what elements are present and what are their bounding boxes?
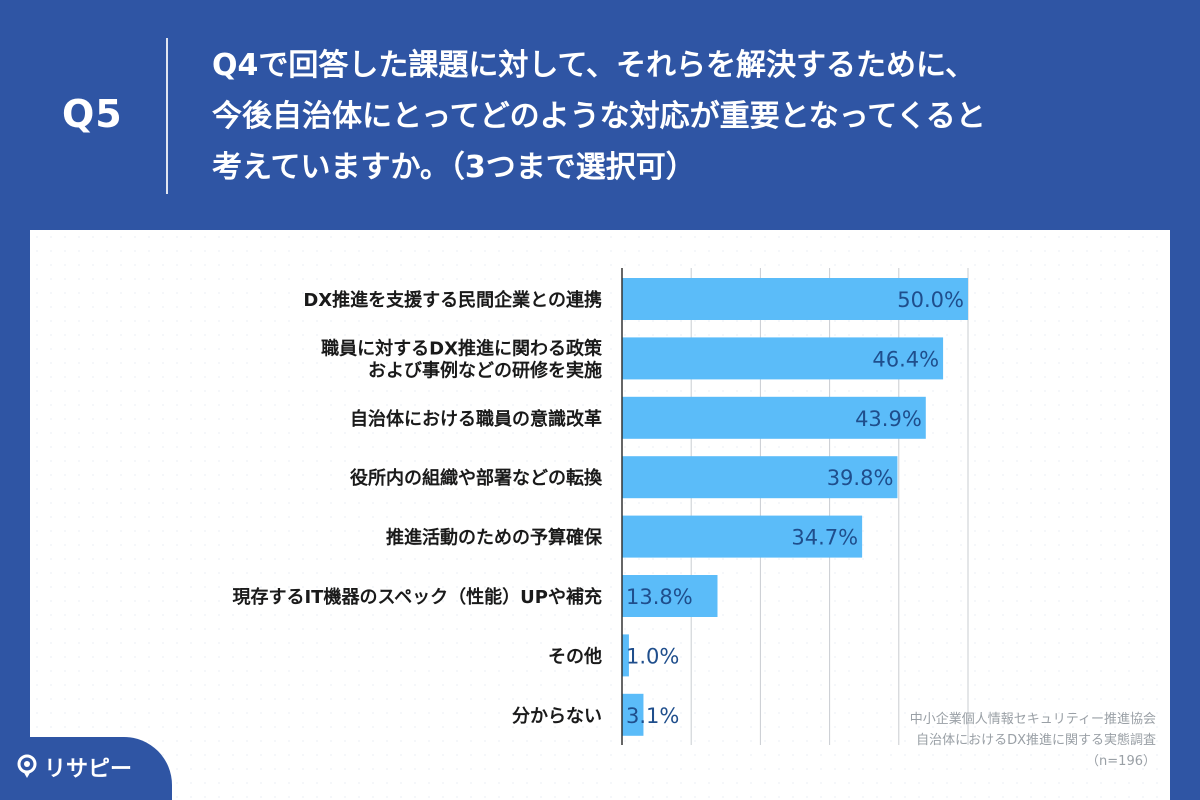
category-label: 自治体における職員の意識改革 [350, 408, 602, 430]
bar [622, 396, 926, 439]
question-line: 今後自治体にとってどのような対応が重要となってくると [212, 99, 986, 134]
bar [622, 693, 644, 736]
header-divider [166, 38, 168, 194]
bar [622, 634, 629, 677]
data-label: 43.9% [855, 407, 922, 431]
question-header: Q5 Q4で回答した課題に対して、それらを解決するために、 今後自治体にとってど… [0, 0, 1200, 230]
question-text: Q4で回答した課題に対して、それらを解決するために、 今後自治体にとってどのよう… [212, 40, 1172, 193]
panel-dot-pattern [30, 230, 1170, 800]
data-label: 34.7% [791, 526, 858, 550]
source-line: （n=196） [1086, 754, 1156, 769]
chart-panel [30, 230, 1170, 800]
brand-badge: リサピー [0, 737, 172, 800]
source-line: 中小企業個人情報セキュリティー推進協会 [909, 712, 1156, 727]
pin-icon [17, 754, 37, 778]
source-line: 自治体におけるDX推進に関する実態調査 [916, 733, 1156, 748]
bar [622, 278, 968, 320]
question-line: 考えていますか。（3つまで選択可） [212, 150, 696, 185]
category-label: 現存するIT機器のスペック（性能）UPや補充 [232, 586, 602, 608]
bar [622, 575, 718, 617]
category-label: 役所内の組織や部署などの転換 [350, 467, 603, 489]
category-label: 職員に対するDX推進に関わる政策 [321, 337, 603, 359]
question-line: Q4で回答した課題に対して、それらを解決するために、 [212, 48, 976, 83]
category-label: および事例などの研修を実施 [368, 359, 602, 381]
bar [622, 456, 898, 499]
data-label: 13.8% [626, 585, 693, 609]
source-note: 中小企業個人情報セキュリティー推進協会 自治体におけるDX推進に関する実態調査 … [910, 709, 1156, 772]
category-label: 推進活動のための予算確保 [386, 527, 603, 549]
data-label: 39.8% [827, 466, 894, 490]
category-label: 分からない [512, 706, 602, 727]
bar [622, 515, 863, 558]
category-label: その他 [548, 645, 602, 667]
category-label: DX推進を支援する民間企業との連携 [303, 289, 602, 311]
data-label: 3.1% [626, 704, 679, 728]
data-label: 50.0% [897, 288, 964, 312]
brand-name: リサピー [44, 757, 133, 782]
data-label: 1.0% [626, 644, 679, 668]
data-label: 46.4% [872, 347, 939, 371]
question-number: Q5 [62, 92, 123, 136]
bar [622, 337, 944, 380]
